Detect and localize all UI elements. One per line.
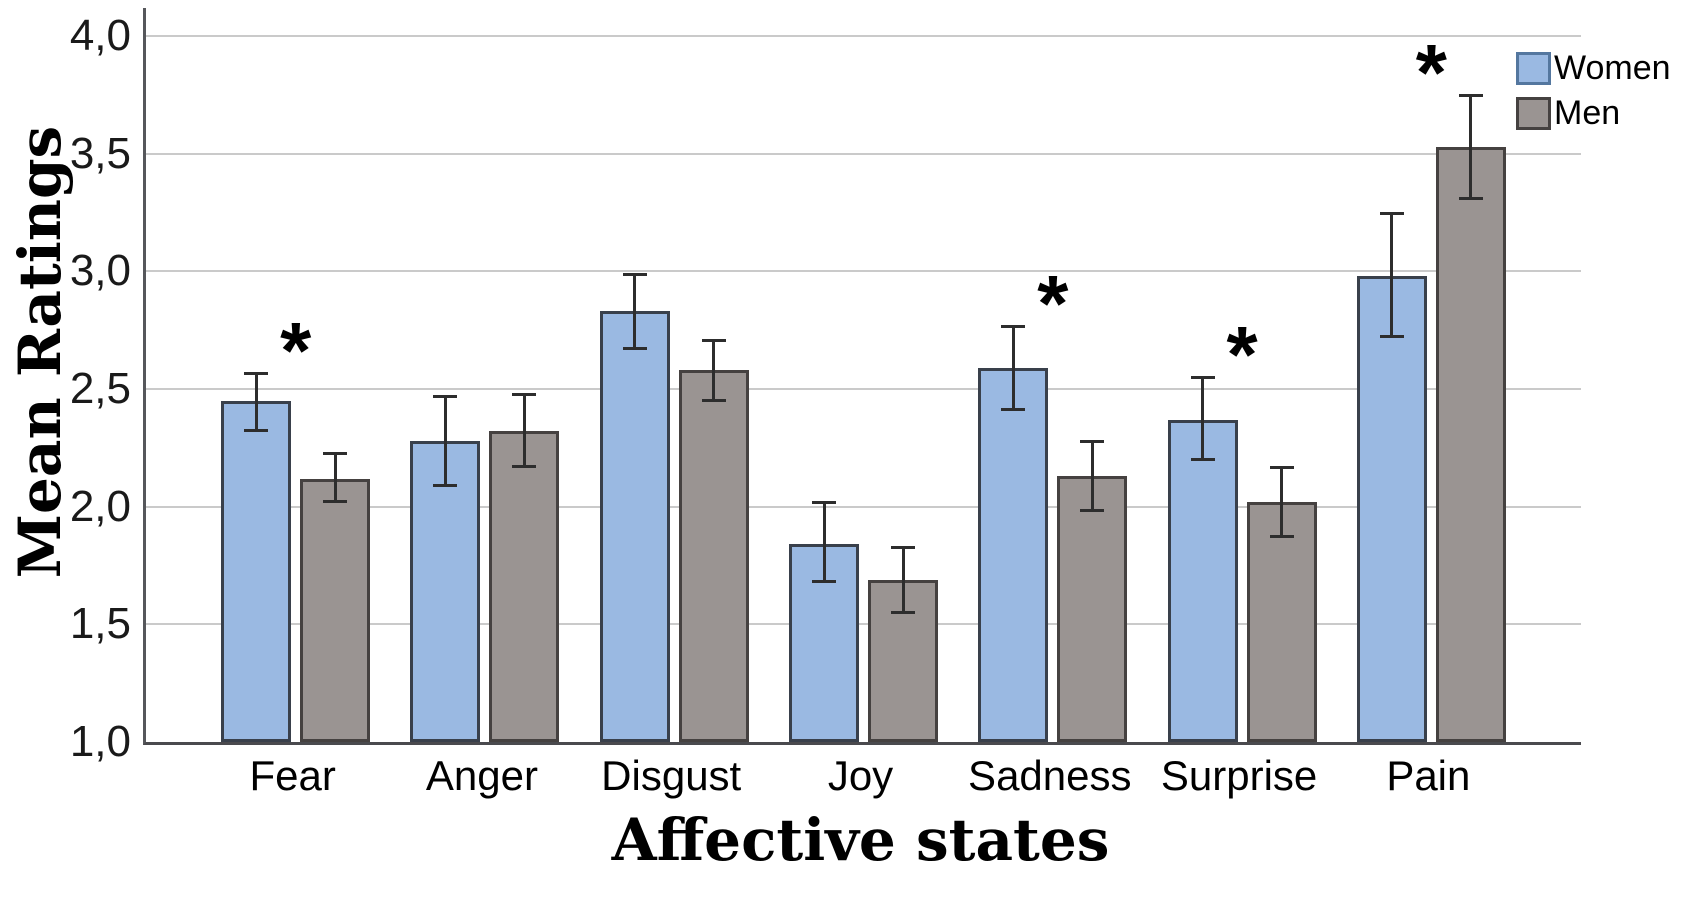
error-bar-men-surprise-line xyxy=(1280,466,1284,538)
error-bar-men-sadness-cap-top xyxy=(1080,439,1105,443)
error-bar-women-anger-cap-bottom xyxy=(433,483,458,487)
error-bar-men-fear-cap-bottom xyxy=(323,500,348,504)
legend: Women Men xyxy=(1516,50,1671,140)
error-bar-men-fear-line xyxy=(333,452,337,503)
error-bar-men-sadness-line xyxy=(1090,440,1094,512)
bar-women-surprise xyxy=(1167,419,1238,742)
ytick-label-4: 3,0 xyxy=(69,246,131,296)
error-bar-women-joy-line xyxy=(822,502,826,583)
error-bar-women-fear-cap-top xyxy=(244,371,269,375)
error-bar-men-pain-line xyxy=(1469,95,1473,199)
error-bar-women-anger-line xyxy=(443,396,447,486)
error-bar-men-pain-cap-top xyxy=(1458,94,1483,98)
x-axis-label-surprise: Surprise xyxy=(1160,752,1318,799)
gridline-2,0 xyxy=(146,505,1581,508)
legend-swatch-women xyxy=(1516,51,1551,85)
error-bar-women-pain-cap-top xyxy=(1379,211,1404,215)
bar-women-fear xyxy=(221,400,292,742)
error-bar-women-anger-cap-top xyxy=(433,395,458,399)
bar-women-anger xyxy=(410,440,481,742)
gridline-3,5 xyxy=(146,152,1581,155)
bar-men-sadness xyxy=(1057,476,1128,742)
error-bar-men-disgust-line xyxy=(712,339,716,401)
bar-women-sadness xyxy=(978,367,1049,742)
gridline-4,0 xyxy=(146,35,1581,38)
error-bar-men-anger-line xyxy=(522,393,526,467)
error-bar-women-fear-cap-bottom xyxy=(244,429,269,433)
error-bar-men-joy-cap-bottom xyxy=(891,610,915,614)
error-bar-men-joy-cap-top xyxy=(891,545,915,549)
legend-item-women: Women xyxy=(1516,50,1671,86)
bar-men-anger xyxy=(489,431,560,742)
x-axis-label-joy: Joy xyxy=(827,752,894,799)
error-bar-women-sadness-cap-bottom xyxy=(1001,408,1026,412)
ytick-label-3: 2,5 xyxy=(69,364,131,414)
error-bar-men-pain-cap-bottom xyxy=(1458,196,1483,200)
error-bar-women-disgust-cap-bottom xyxy=(622,347,647,351)
significance-asterisk-surprise: * xyxy=(1226,310,1258,400)
error-bar-women-surprise-cap-bottom xyxy=(1190,457,1215,461)
legend-swatch-men xyxy=(1516,96,1551,130)
error-bar-men-surprise-cap-top xyxy=(1269,465,1294,469)
y-axis-tick-labels: 1,0 1,5 2,0 2,5 3,0 3,5 4,0 xyxy=(0,8,131,764)
significance-asterisk-pain: * xyxy=(1415,28,1447,118)
x-axis-title: Affective states xyxy=(611,806,1110,874)
error-bar-women-fear-line xyxy=(254,372,258,432)
x-axis-label-fear: Fear xyxy=(249,752,336,799)
gridline-2,5 xyxy=(146,388,1581,391)
significance-asterisk-sadness: * xyxy=(1037,258,1069,348)
error-bar-men-surprise-cap-bottom xyxy=(1269,535,1294,539)
bar-men-pain xyxy=(1435,146,1506,742)
plot-area: * * * * xyxy=(143,8,1581,745)
error-bar-women-sadness-line xyxy=(1011,325,1015,411)
legend-label-women: Women xyxy=(1554,49,1671,87)
ytick-label-5: 3,5 xyxy=(69,128,131,178)
error-bar-men-sadness-cap-bottom xyxy=(1080,509,1105,513)
ytick-label-0: 1,0 xyxy=(69,717,131,766)
bar-women-disgust xyxy=(599,311,670,742)
error-bar-women-sadness-cap-top xyxy=(1001,324,1026,328)
error-bar-women-pain-line xyxy=(1390,212,1394,338)
error-bar-men-fear-cap-top xyxy=(323,451,348,455)
error-bar-women-surprise-cap-top xyxy=(1190,376,1215,380)
error-bar-women-disgust-line xyxy=(633,273,637,350)
error-bar-women-joy-cap-top xyxy=(812,501,836,505)
significance-asterisk-fear: * xyxy=(280,305,312,395)
legend-item-men: Men xyxy=(1516,95,1671,131)
x-axis-label-disgust: Disgust xyxy=(601,752,742,799)
error-bar-women-pain-cap-bottom xyxy=(1379,335,1404,339)
error-bar-women-disgust-cap-top xyxy=(622,272,647,276)
gridline-3,0 xyxy=(146,270,1581,273)
error-bar-men-anger-cap-bottom xyxy=(512,464,537,468)
x-axis-label-pain: Pain xyxy=(1386,752,1471,799)
error-bar-women-surprise-line xyxy=(1201,377,1205,460)
legend-label-men: Men xyxy=(1554,94,1621,132)
ytick-label-1: 1,5 xyxy=(69,599,131,649)
error-bar-men-anger-cap-top xyxy=(512,392,537,396)
ytick-label-2: 2,0 xyxy=(69,481,131,531)
error-bar-men-disgust-cap-bottom xyxy=(701,398,726,402)
bar-women-pain xyxy=(1356,276,1427,742)
gridline-1,5 xyxy=(146,623,1581,626)
x-axis-label-sadness: Sadness xyxy=(968,752,1132,799)
bar-men-fear xyxy=(300,478,371,742)
error-bar-men-disgust-cap-top xyxy=(701,338,726,342)
bar-men-surprise xyxy=(1246,502,1317,742)
x-axis-label-anger: Anger xyxy=(425,752,538,799)
error-bar-women-joy-cap-bottom xyxy=(812,580,836,584)
error-bar-men-joy-line xyxy=(901,546,905,613)
x-axis-category-labels: Fear Anger Disgust Joy Sadness Surprise Pain xyxy=(143,750,1578,802)
ytick-label-6: 4,0 xyxy=(69,11,131,61)
bar-men-disgust xyxy=(678,370,749,742)
